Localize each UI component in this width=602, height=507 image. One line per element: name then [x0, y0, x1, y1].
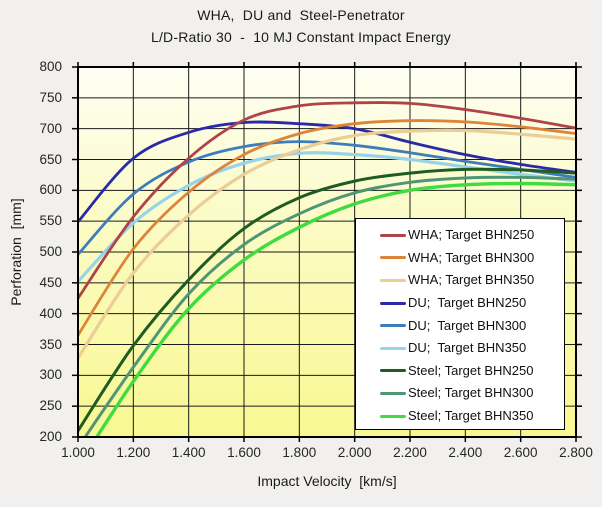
legend-label: WHA; Target BHN250: [408, 227, 535, 243]
legend-label: WHA; Target BHN300: [408, 249, 535, 265]
y-tick-label: 500: [39, 244, 62, 259]
x-axis-title: Impact Velocity [km/s]: [257, 473, 397, 489]
y-tick-label: 800: [39, 59, 62, 74]
x-tick-label: 2.600: [503, 445, 538, 460]
legend-box: WHA; Target BHN250 WHA; Target BHN300 WHA;…: [355, 218, 565, 430]
y-tick-label: 200: [39, 429, 62, 444]
y-axis-title: Perforation [mm]: [8, 198, 24, 306]
x-tick-label: 2.400: [448, 445, 483, 460]
y-tick-label: 350: [39, 336, 62, 352]
legend-label: Steel; Target BHN250: [408, 362, 534, 378]
legend-item: Steel; Target BHN250: [380, 360, 564, 383]
y-tick-label: 400: [39, 305, 62, 321]
x-tick-label: 1.800: [282, 445, 317, 460]
y-tick-label: 550: [39, 213, 62, 229]
legend-swatch: [380, 369, 406, 373]
legend-item: DU; Target BHN350: [380, 337, 564, 360]
legend-item: DU; Target BHN250: [380, 292, 564, 315]
series-curve: [78, 120, 576, 224]
legend-item: Steel; Target BHN300: [380, 382, 564, 405]
legend-label: DU; Target BHN350: [408, 340, 527, 356]
x-tick-label: 1.400: [171, 445, 206, 460]
x-tick-label: 1.200: [116, 445, 151, 460]
y-tick-label: 700: [39, 120, 62, 136]
legend-swatch: [380, 414, 406, 418]
legend-label: DU; Target BHN250: [408, 295, 527, 311]
x-tick-label: 1.600: [227, 445, 261, 460]
series-curve: [78, 167, 576, 433]
legend-item: Steel; Target BHN350: [380, 405, 564, 428]
legend-label: DU; Target BHN300: [408, 317, 527, 333]
series-curve: [94, 181, 576, 437]
y-tick-label: 300: [39, 367, 62, 383]
legend-item: WHA; Target BHN350: [380, 269, 564, 292]
legend-label: Steel; Target BHN300: [408, 385, 534, 401]
legend-swatch: [380, 278, 406, 282]
y-tick-label: 250: [39, 398, 62, 414]
legend-item: WHA; Target BHN300: [380, 247, 564, 270]
series-curve: [78, 128, 576, 360]
legend-item: DU; Target BHN300: [380, 314, 564, 337]
legend-label: Steel; Target BHN350: [408, 408, 534, 424]
y-tick-label: 750: [39, 89, 62, 105]
series-curve: [78, 140, 576, 256]
chart-title-line1: WHA, DU and Steel-Penetrator: [197, 7, 405, 23]
x-tick-label: 2.800: [559, 445, 593, 460]
legend-item: WHA; Target BHN250: [380, 224, 564, 247]
legend-swatch: [380, 324, 406, 328]
x-tick-label: 2.000: [337, 445, 372, 460]
x-tick-label: 2.200: [393, 445, 427, 460]
legend-swatch: [380, 256, 406, 260]
y-tick-label: 650: [39, 151, 62, 167]
series-curve: [78, 119, 576, 337]
series-curve: [78, 101, 576, 300]
plot-border: [77, 66, 577, 438]
x-tick-label: 1.000: [61, 445, 95, 460]
y-tick-label: 600: [39, 182, 62, 198]
legend-label: WHA; Target BHN350: [408, 272, 535, 288]
series-curve: [83, 175, 576, 437]
legend-swatch: [380, 391, 406, 395]
legend-swatch: [380, 346, 406, 350]
y-tick-label: 450: [39, 274, 62, 290]
legend-swatch: [380, 233, 406, 237]
chart-title-line2: L/D-Ratio 30 - 10 MJ Constant Impact Ene…: [150, 29, 451, 45]
legend-swatch: [380, 301, 406, 305]
